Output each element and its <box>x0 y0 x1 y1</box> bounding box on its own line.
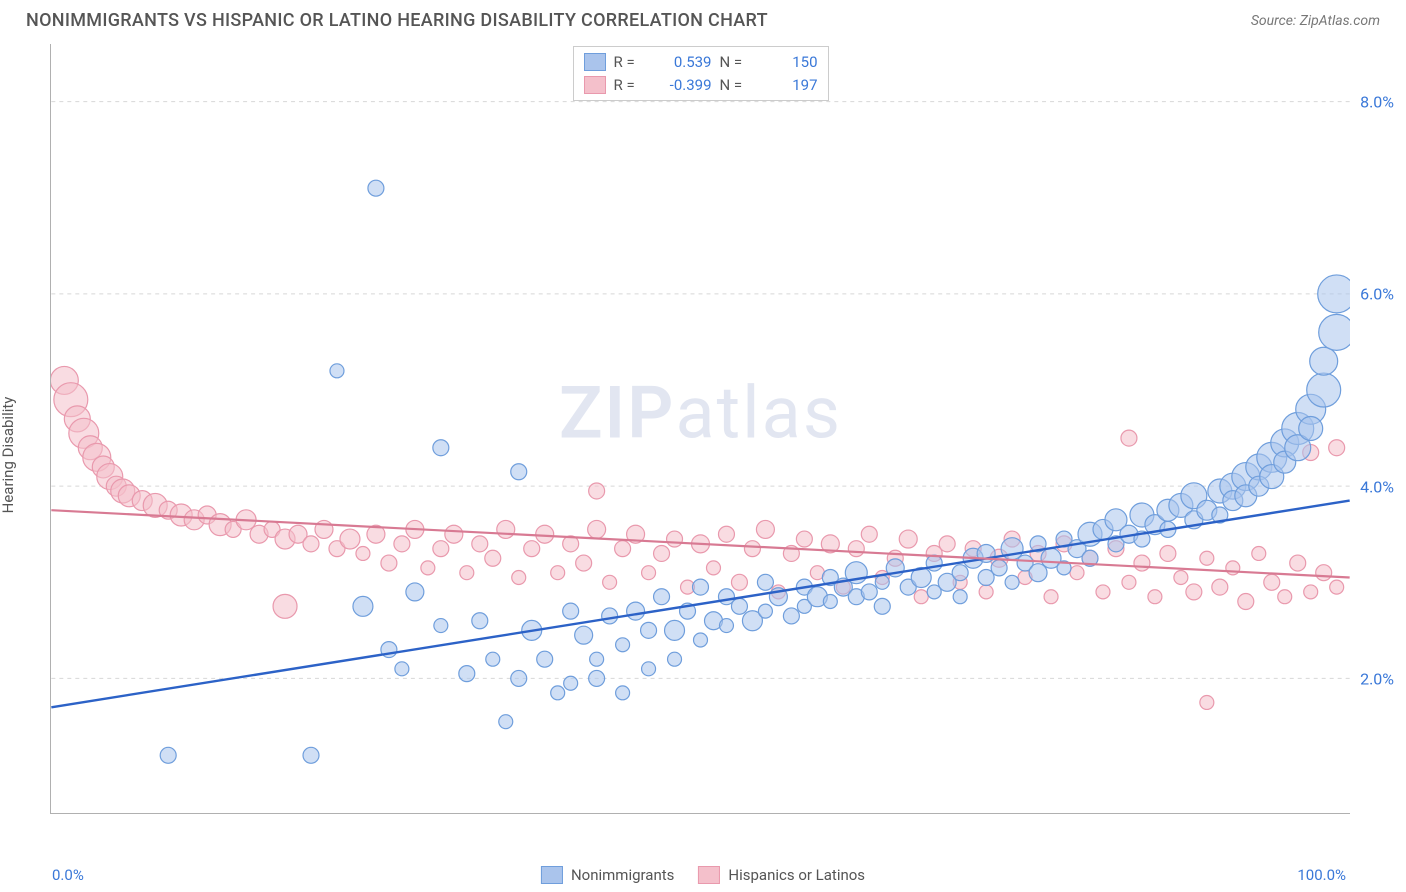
legend-n-label: N = <box>720 74 750 97</box>
source-name: ZipAtlas.com <box>1300 13 1380 29</box>
legend-series-label: Hispanics or Latinos <box>728 866 865 884</box>
legend-correlation-box: R = 0.539 N = 150 R = -0.399 N = 197 <box>573 46 829 101</box>
legend-swatch-blue <box>584 53 606 71</box>
legend-swatch-pink <box>698 866 720 884</box>
legend-n-value: 197 <box>758 74 818 97</box>
y-tick-label: 4.0% <box>1360 477 1394 496</box>
legend-swatch-blue <box>541 866 563 884</box>
source-attribution: Source: ZipAtlas.com <box>1251 13 1380 29</box>
legend-r-label: R = <box>614 74 644 97</box>
chart-plot-area: ZIPatlas R = 0.539 N = 150 R = -0.399 N … <box>50 44 1350 814</box>
legend-r-label: R = <box>614 51 644 74</box>
y-tick-label: 2.0% <box>1360 670 1394 689</box>
chart-title: NONIMMIGRANTS VS HISPANIC OR LATINO HEAR… <box>26 10 768 31</box>
legend-r-value: -0.399 <box>652 74 712 97</box>
legend-swatch-pink <box>584 76 606 94</box>
legend-item: Hispanics or Latinos <box>698 866 865 884</box>
legend-series-label: Nonimmigrants <box>571 866 674 884</box>
x-tick-min: 0.0% <box>52 866 84 884</box>
scatter-plot-svg <box>51 44 1350 813</box>
legend-series: Nonimmigrants Hispanics or Latinos <box>541 866 865 884</box>
legend-r-value: 0.539 <box>652 51 712 74</box>
y-tick-label: 8.0% <box>1360 92 1394 111</box>
legend-n-label: N = <box>720 51 750 74</box>
legend-row: R = 0.539 N = 150 <box>584 51 818 74</box>
source-label: Source: <box>1251 13 1296 29</box>
x-tick-max: 100.0% <box>1297 866 1346 884</box>
y-tick-label: 6.0% <box>1360 285 1394 304</box>
y-axis-label: Hearing Disability <box>0 397 17 514</box>
legend-item: Nonimmigrants <box>541 866 674 884</box>
legend-row: R = -0.399 N = 197 <box>584 74 818 97</box>
legend-n-value: 150 <box>758 51 818 74</box>
